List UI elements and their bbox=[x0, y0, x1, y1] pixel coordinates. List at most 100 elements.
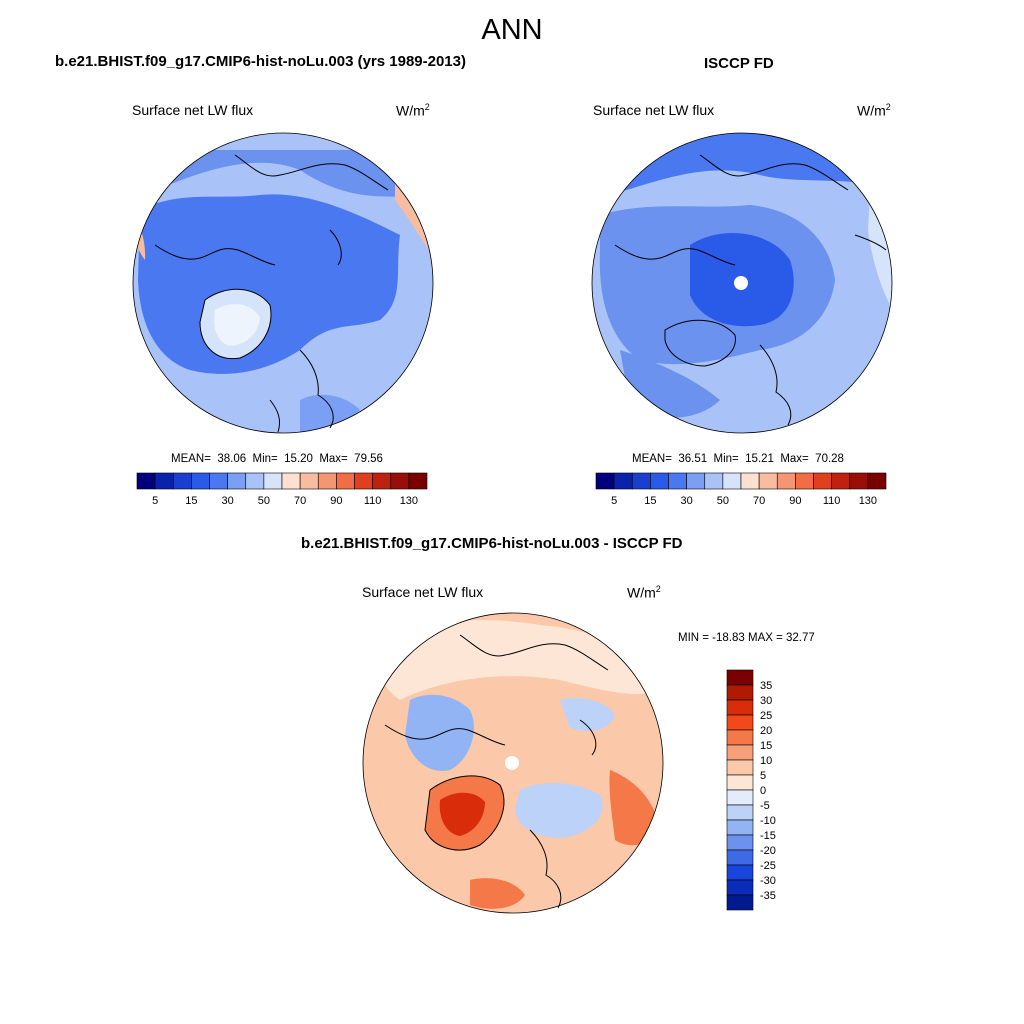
cb2-tick-label: 5 bbox=[611, 495, 617, 507]
cb3-tick-label: -20 bbox=[760, 845, 776, 857]
cb1-box bbox=[136, 472, 156, 490]
cb1-box bbox=[354, 472, 373, 490]
cb1-tick-label: 130 bbox=[400, 495, 418, 507]
cb2-tick-label: 15 bbox=[644, 495, 656, 507]
map1-greenland-center bbox=[214, 304, 260, 346]
map3-coast-siberia bbox=[459, 634, 609, 671]
figure-title: ANN bbox=[481, 14, 543, 46]
cb2-tick-label: 70 bbox=[753, 495, 765, 507]
cb3-box bbox=[726, 849, 754, 866]
map1-coast-canada bbox=[154, 244, 276, 266]
map3-pacific-band bbox=[370, 620, 660, 700]
map1-coast-greenland bbox=[199, 288, 272, 360]
cb1-box bbox=[372, 472, 392, 490]
map3-europe-cool bbox=[515, 783, 603, 838]
cb2-box bbox=[686, 472, 706, 490]
cb3-box bbox=[726, 789, 754, 806]
map2-coast-alaska bbox=[854, 234, 887, 251]
cb3-box bbox=[726, 819, 754, 836]
cb3-tick-label: -15 bbox=[760, 830, 776, 842]
cb3-tick-label: -10 bbox=[760, 815, 776, 827]
cb2-box bbox=[831, 472, 851, 490]
map2-coastlines bbox=[614, 154, 887, 426]
map3-greenland-core bbox=[439, 792, 485, 836]
map1-coast-svalbard bbox=[329, 229, 342, 266]
map1-border bbox=[132, 132, 434, 434]
cb2-box bbox=[740, 472, 760, 490]
cb1-box bbox=[263, 472, 283, 490]
cb1-tick-label: 15 bbox=[185, 495, 197, 507]
cb1-box bbox=[336, 472, 355, 490]
cb3-box bbox=[726, 894, 754, 911]
cb1-tick-label: 70 bbox=[294, 495, 306, 507]
map1-group bbox=[132, 132, 434, 434]
map2-coast-canada bbox=[614, 244, 736, 266]
cb2-box bbox=[704, 472, 724, 490]
cb3-box bbox=[726, 669, 754, 686]
map1-coastlines bbox=[154, 154, 389, 433]
panel2-variable: Surface net LW flux bbox=[593, 102, 715, 118]
cb1-box bbox=[299, 472, 319, 490]
map3-east-warm bbox=[609, 770, 660, 846]
map3-coastlines bbox=[384, 634, 609, 909]
cb3-box bbox=[726, 804, 754, 821]
panel3-minmax: MIN = -18.83 MAX = 32.77 bbox=[678, 632, 815, 644]
cb3-tick-label: 15 bbox=[760, 740, 772, 752]
cb3-box bbox=[726, 834, 754, 851]
panel1-units: W/m2 bbox=[396, 102, 430, 119]
cb1-box bbox=[209, 472, 228, 490]
map1-coast-siberia bbox=[234, 154, 389, 191]
cb2-box bbox=[595, 472, 615, 490]
cb3-box bbox=[726, 729, 754, 746]
cb2-tick-label: 30 bbox=[681, 495, 693, 507]
cb1-box bbox=[154, 472, 174, 490]
map2-field bbox=[592, 133, 892, 433]
cb2-box bbox=[631, 472, 651, 490]
cb1-tick-label: 90 bbox=[330, 495, 342, 507]
cb2-tick-label: 50 bbox=[717, 495, 729, 507]
panel1-stats: MEAN= 38.06 Min= 15.20 Max= 79.56 bbox=[171, 453, 383, 465]
cb2-box bbox=[813, 472, 832, 490]
cb3-box bbox=[726, 879, 754, 896]
panel3-title: b.e21.BHIST.f09_g17.CMIP6-hist-noLu.003 … bbox=[301, 535, 683, 552]
map3-group bbox=[362, 612, 664, 914]
cb2-box bbox=[613, 472, 633, 490]
cb2-box bbox=[867, 472, 887, 490]
cb3-tick-label: -5 bbox=[760, 800, 770, 812]
cb1-box bbox=[227, 472, 247, 490]
cb3-tick-label: 35 bbox=[760, 680, 772, 692]
map3-border bbox=[362, 612, 664, 914]
cb2-box bbox=[668, 472, 687, 490]
map2-pole-gap bbox=[734, 276, 748, 290]
map1-coast-uk bbox=[269, 399, 281, 433]
map2-coast-greenland bbox=[664, 319, 736, 367]
colorbar-3: 35 30 25 20 15 10 5 0 -5 -10 -15 -20 -25 -30 -35 bbox=[726, 669, 776, 911]
cb3-tick-label: 10 bbox=[760, 755, 772, 767]
panel3-variable: Surface net LW flux bbox=[362, 584, 484, 600]
cb1-tick-label: 110 bbox=[364, 495, 382, 507]
cb2-tick-label: 90 bbox=[789, 495, 801, 507]
cb3-tick-label: 20 bbox=[760, 725, 772, 737]
cb2-box bbox=[650, 472, 669, 490]
cb1-box bbox=[191, 472, 210, 490]
cb3-tick-label: 0 bbox=[760, 785, 766, 797]
map3-siberia-cool bbox=[560, 698, 615, 732]
cb1-tick-label: 50 bbox=[258, 495, 270, 507]
cb3-tick-label: 25 bbox=[760, 710, 772, 722]
map3-coast-svalbard bbox=[579, 719, 597, 756]
map3-coast-scandinavia bbox=[529, 829, 562, 909]
cb1-box bbox=[408, 472, 428, 490]
cb1-box bbox=[390, 472, 410, 490]
map1-pacific-band bbox=[133, 150, 433, 200]
map1-europe-band bbox=[300, 394, 360, 432]
cb2-box bbox=[849, 472, 869, 490]
map2-coast-siberia bbox=[699, 154, 849, 191]
map3-south-warm bbox=[470, 878, 525, 909]
panel2-units: W/m2 bbox=[857, 102, 891, 119]
cb2-tick-label: 130 bbox=[859, 495, 877, 507]
cb2-box bbox=[758, 472, 778, 490]
cb3-box bbox=[726, 744, 754, 761]
map2-group bbox=[591, 132, 893, 434]
colorbar-1: 5 15 30 50 70 90 110 130 bbox=[136, 472, 428, 507]
